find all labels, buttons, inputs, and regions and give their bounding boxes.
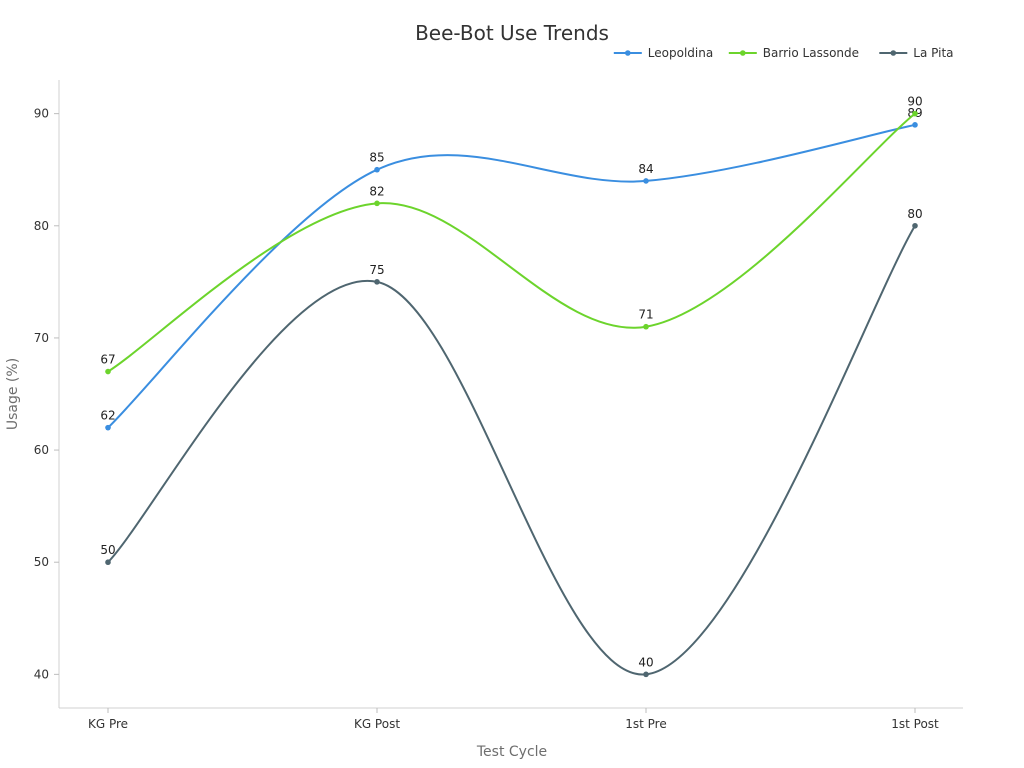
series-line-leopoldina (107, 123, 916, 429)
data-label: 50 (100, 543, 115, 557)
data-label: 80 (907, 207, 922, 221)
data-label: 71 (638, 308, 653, 322)
data-point (374, 166, 380, 173)
legend-marker (740, 50, 746, 56)
data-point (374, 279, 380, 285)
data-point (912, 110, 918, 117)
chart-title: Bee-Bot Use Trends (415, 21, 609, 45)
y-tick-label: 70 (34, 331, 49, 345)
series-line-la-pita (107, 225, 916, 676)
series-barrio-lassonde: 67 82 71 90 (100, 95, 923, 375)
data-label: 62 (100, 409, 115, 423)
data-point (105, 368, 111, 375)
x-axis-title: Test Cycle (476, 744, 547, 760)
data-point (643, 671, 649, 678)
legend-item-la-pita[interactable]: La Pita (879, 46, 954, 60)
y-tick-label: 80 (34, 219, 49, 233)
data-point (105, 424, 111, 431)
data-point (105, 559, 111, 566)
data-label: 82 (369, 184, 384, 198)
series-la-pita: 50 75 40 80 (100, 207, 923, 678)
legend-marker (625, 50, 631, 56)
axes (58, 80, 963, 709)
y-axis-title: Usage (%) (5, 358, 21, 430)
x-axis-ticks: KG Pre KG Post 1st Pre 1st Post (88, 708, 939, 731)
data-label: 40 (638, 655, 653, 669)
x-tick-label: 1st Pre (625, 717, 666, 731)
data-label: 90 (907, 95, 922, 109)
y-tick-label: 90 (34, 107, 49, 121)
data-point (374, 200, 380, 207)
legend-label: Barrio Lassonde (763, 46, 859, 60)
x-tick-label: KG Post (354, 717, 400, 731)
data-label: 85 (369, 151, 384, 165)
y-axis-ticks: 40 50 60 70 80 90 (34, 107, 59, 681)
series-leopoldina: 62858489 (100, 106, 923, 431)
x-tick-label: KG Pre (88, 717, 128, 731)
data-point (643, 323, 649, 330)
legend-label: Leopoldina (648, 46, 713, 60)
y-tick-label: 40 (34, 667, 49, 681)
series-line-barrio-lassonde (107, 112, 916, 373)
y-tick-label: 50 (34, 555, 49, 569)
data-label: 84 (638, 162, 653, 176)
data-point (912, 222, 918, 229)
legend-marker (890, 50, 897, 56)
legend-item-barrio-lassonde[interactable]: Barrio Lassonde (728, 46, 859, 60)
data-label: 75 (369, 263, 384, 277)
legend-item-leopoldina[interactable]: Leopoldina (613, 46, 713, 60)
legend: La Pita Barrio Lassonde Leopoldina (613, 46, 954, 60)
legend-label: La Pita (913, 46, 953, 60)
y-tick-label: 60 (34, 443, 49, 457)
series-layer: 628584896782719050754080 (100, 95, 923, 678)
data-point (912, 122, 918, 128)
data-point (643, 178, 649, 184)
data-label: 67 (100, 353, 115, 367)
x-tick-label: 1st Post (891, 717, 939, 731)
